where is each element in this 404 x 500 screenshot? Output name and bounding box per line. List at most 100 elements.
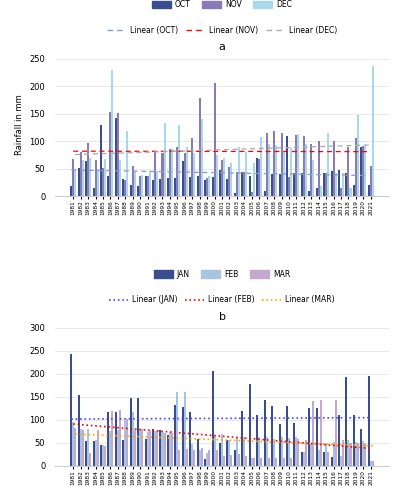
- Bar: [199, 450, 201, 466]
- Bar: [82, 160, 84, 196]
- Legend: Linear (OCT), Linear (NOV), Linear (DEC): Linear (OCT), Linear (NOV), Linear (DEC): [104, 22, 340, 38]
- Bar: [364, 443, 366, 466]
- Bar: [243, 437, 245, 466]
- Bar: [175, 178, 177, 196]
- Bar: [253, 458, 255, 466]
- Bar: [342, 173, 344, 196]
- Bar: [347, 146, 349, 196]
- Bar: [95, 160, 97, 196]
- Bar: [243, 172, 245, 196]
- Bar: [228, 167, 230, 196]
- Bar: [160, 179, 162, 196]
- Bar: [132, 166, 134, 196]
- Bar: [74, 428, 76, 466]
- Bar: [191, 138, 193, 196]
- Bar: [327, 133, 329, 196]
- Bar: [70, 354, 72, 466]
- Bar: [177, 146, 179, 196]
- Bar: [115, 412, 117, 466]
- Bar: [275, 145, 277, 196]
- Bar: [288, 177, 290, 196]
- Bar: [303, 136, 305, 196]
- Bar: [107, 176, 109, 196]
- Bar: [273, 131, 275, 196]
- Bar: [204, 460, 206, 466]
- Bar: [286, 406, 288, 466]
- Bar: [87, 143, 89, 196]
- Bar: [332, 141, 335, 196]
- Bar: [171, 432, 173, 466]
- Bar: [295, 135, 297, 196]
- Bar: [212, 372, 214, 466]
- Bar: [89, 158, 91, 196]
- Bar: [167, 178, 169, 196]
- Bar: [179, 124, 181, 196]
- Bar: [226, 178, 228, 196]
- Bar: [162, 432, 164, 466]
- Title: b: b: [219, 312, 225, 322]
- Bar: [152, 180, 154, 196]
- Bar: [149, 432, 151, 466]
- Bar: [308, 190, 310, 196]
- Bar: [112, 70, 114, 196]
- Bar: [345, 173, 347, 196]
- Bar: [189, 177, 191, 196]
- Bar: [338, 170, 340, 196]
- Bar: [301, 452, 303, 466]
- Bar: [221, 434, 223, 466]
- Bar: [245, 456, 247, 466]
- Bar: [282, 458, 284, 466]
- Bar: [132, 412, 134, 466]
- Bar: [340, 456, 342, 466]
- Bar: [323, 173, 325, 196]
- Bar: [297, 134, 299, 196]
- Bar: [286, 136, 288, 196]
- Bar: [325, 443, 327, 466]
- Bar: [318, 450, 320, 466]
- Bar: [156, 432, 158, 466]
- Bar: [293, 173, 295, 196]
- Bar: [164, 432, 166, 466]
- Bar: [189, 412, 191, 466]
- Bar: [280, 437, 282, 466]
- Bar: [179, 450, 181, 466]
- Bar: [360, 146, 362, 196]
- Bar: [115, 118, 117, 196]
- Bar: [175, 406, 177, 466]
- Bar: [162, 153, 164, 196]
- Bar: [266, 437, 268, 466]
- Bar: [102, 168, 104, 196]
- Bar: [230, 455, 232, 466]
- Bar: [206, 178, 208, 196]
- Bar: [330, 457, 332, 466]
- Bar: [253, 163, 255, 196]
- Bar: [268, 458, 269, 466]
- Bar: [290, 148, 292, 196]
- Bar: [147, 176, 149, 196]
- Bar: [74, 168, 76, 196]
- Bar: [353, 185, 355, 196]
- Bar: [70, 186, 72, 196]
- Bar: [186, 449, 188, 466]
- Bar: [216, 155, 218, 196]
- Bar: [264, 190, 266, 196]
- Bar: [149, 172, 151, 196]
- Bar: [122, 178, 124, 196]
- Bar: [117, 112, 119, 196]
- Bar: [271, 406, 273, 466]
- Bar: [290, 458, 292, 466]
- Bar: [107, 412, 109, 466]
- Bar: [355, 442, 357, 466]
- Bar: [297, 439, 299, 466]
- Bar: [278, 424, 280, 466]
- Bar: [97, 168, 99, 196]
- Bar: [335, 400, 337, 466]
- Bar: [78, 168, 80, 196]
- Bar: [320, 400, 322, 466]
- Bar: [323, 452, 325, 466]
- Bar: [184, 392, 186, 466]
- Bar: [186, 146, 188, 196]
- Bar: [360, 429, 362, 466]
- Bar: [223, 456, 225, 466]
- Bar: [82, 430, 84, 466]
